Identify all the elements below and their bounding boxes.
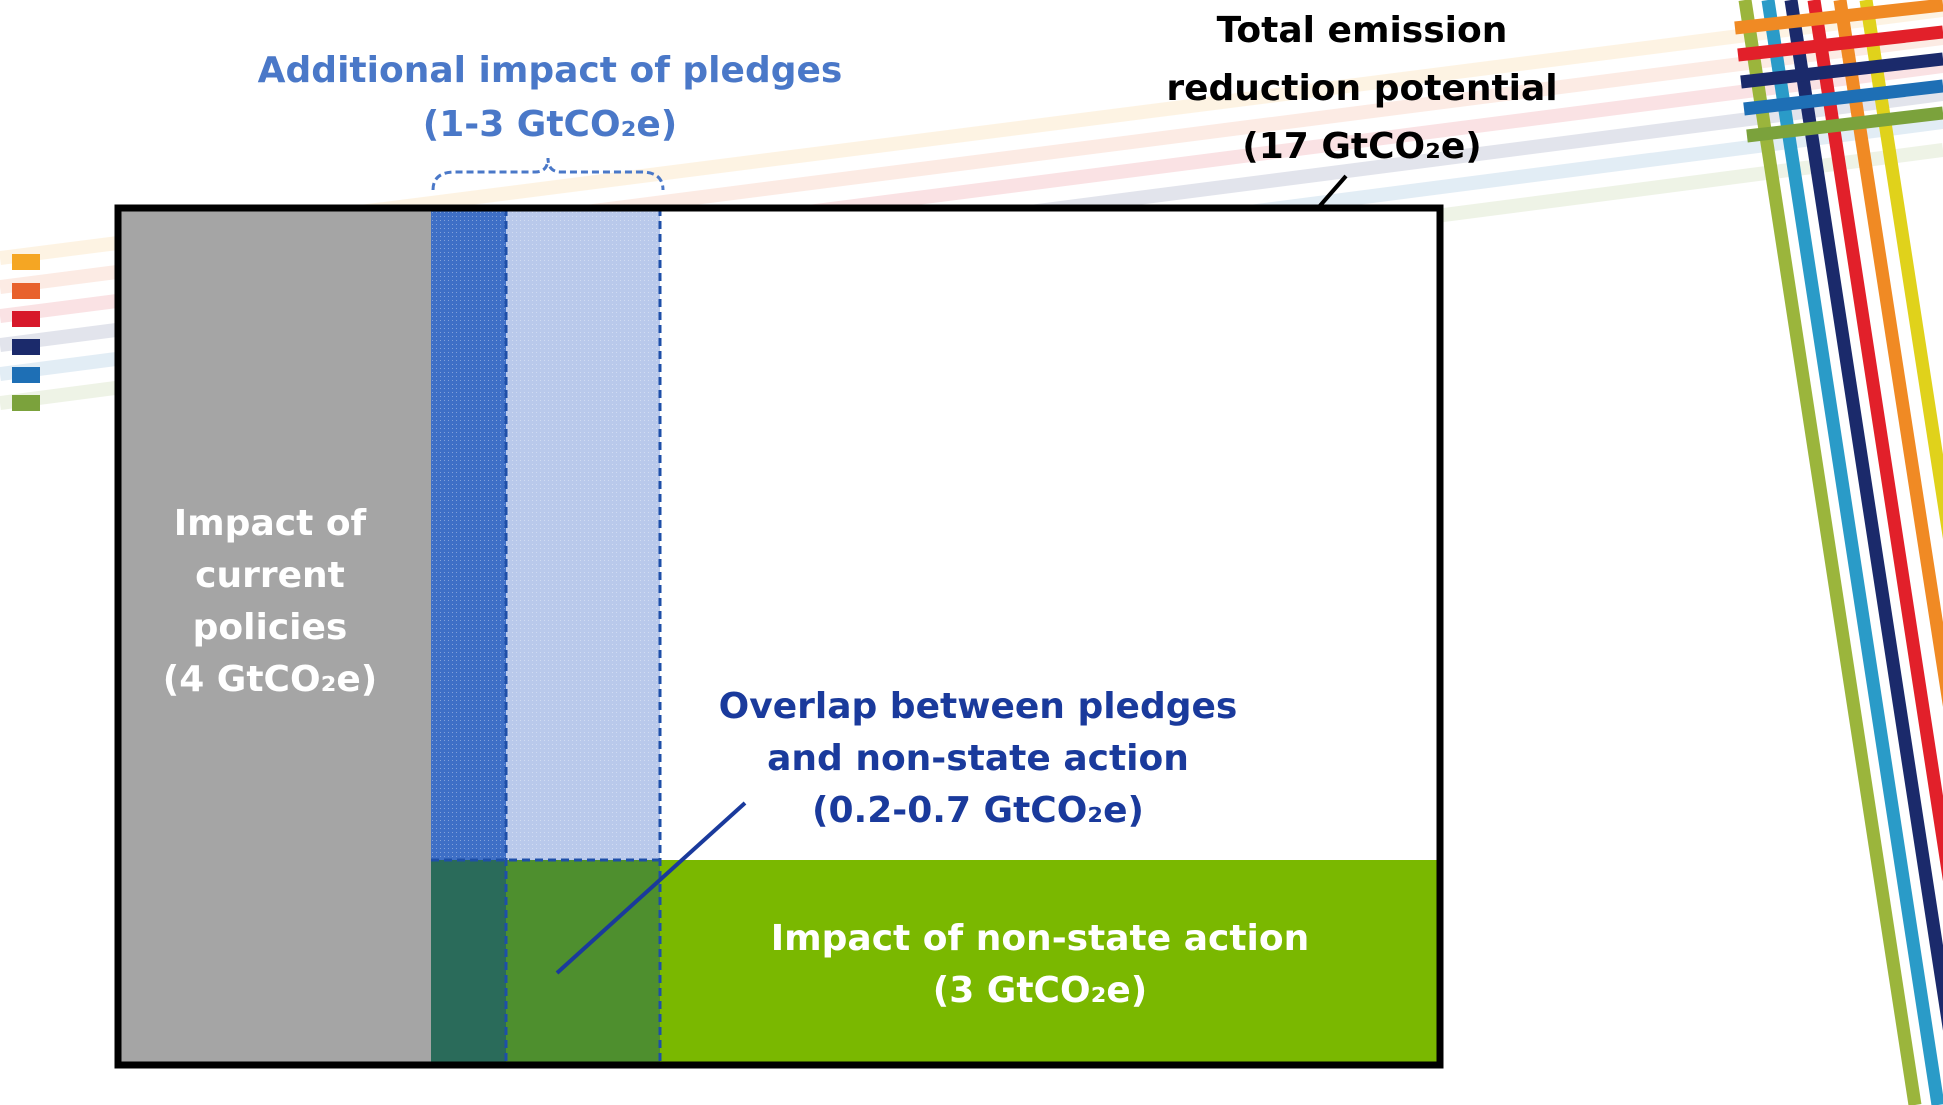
current-policies-line: Impact of	[174, 503, 367, 544]
pledges-brace	[431, 157, 665, 191]
pledges-line: (1-3 GtCO₂e)	[423, 104, 677, 145]
current-policies-line: policies	[193, 607, 348, 648]
overlap-dark-block	[431, 860, 506, 1065]
non-state-line: Impact of non-state action	[771, 918, 1310, 959]
total-line: reduction potential	[1166, 68, 1557, 109]
overlap-leader	[555, 801, 747, 975]
overlap-line: (0.2-0.7 GtCO₂e)	[812, 790, 1144, 831]
overlap-block	[506, 860, 660, 1065]
current-policies-line: current	[195, 555, 345, 596]
non-state-line: (3 GtCO₂e)	[933, 970, 1147, 1011]
left-markers	[12, 254, 40, 411]
total-label: Total emission reduction potential (17 G…	[1166, 10, 1557, 167]
pledges-label: Additional impact of pledges (1-3 GtCO₂e…	[258, 50, 843, 145]
non-state-label: Impact of non-state action (3 GtCO₂e)	[771, 918, 1310, 1011]
overlap-label: Overlap between pledges and non-state ac…	[719, 686, 1238, 831]
total-leader	[1316, 174, 1348, 210]
potential-box-border	[114, 204, 1444, 1069]
current-policies-label: Impact of current policies (4 GtCO₂e)	[163, 503, 377, 700]
current-policies-block	[118, 208, 431, 1065]
right-stripes	[1734, 0, 1943, 1105]
total-line: Total emission	[1217, 10, 1508, 51]
pledges-texture	[431, 208, 660, 860]
total-line: (17 GtCO₂e)	[1242, 126, 1482, 167]
overlap-line: Overlap between pledges	[719, 686, 1238, 727]
overlap-line: and non-state action	[767, 738, 1189, 779]
pledges-line: Additional impact of pledges	[258, 50, 843, 91]
current-policies-line: (4 GtCO₂e)	[163, 659, 377, 700]
